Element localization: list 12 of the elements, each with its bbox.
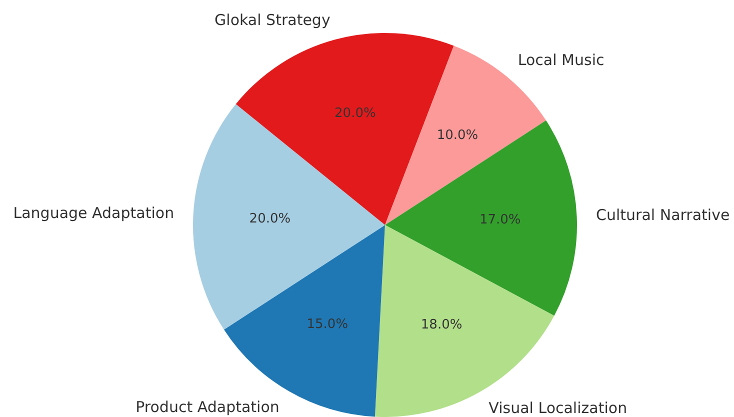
slice-label: Language Adaptation xyxy=(13,204,174,222)
data-label: 18.0% xyxy=(420,318,462,333)
data-label: 20.0% xyxy=(249,211,291,226)
data-label: 17.0% xyxy=(479,212,521,228)
slice-label: Local Music xyxy=(518,50,604,69)
slice-label: Cultural Narrative xyxy=(596,206,730,224)
data-label: 10.0% xyxy=(436,128,478,143)
slice-label: Product Adaptation xyxy=(136,398,280,416)
data-label: 20.0% xyxy=(334,106,376,122)
data-label: 15.0% xyxy=(306,317,348,332)
slice-label: Glokal Strategy xyxy=(214,10,330,29)
slice-label: Visual Localization xyxy=(488,398,628,417)
